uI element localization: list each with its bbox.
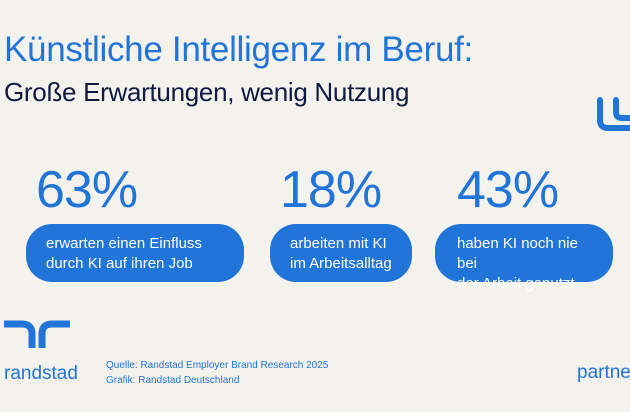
stat-label-line: haben KI noch nie bei xyxy=(457,235,578,272)
stat-value: 18% xyxy=(280,161,382,219)
randstad-logo-icon xyxy=(4,320,70,348)
stat-card-work-with-ai: 18% arbeiten mit KI im Arbeitsalltag xyxy=(270,164,412,282)
page-title: Künstliche Intelligenz im Beruf: xyxy=(4,30,473,69)
partner-label: partner xyxy=(577,362,630,383)
stat-label-line: durch KI auf ihren Job xyxy=(46,255,193,272)
source-note: Quelle: Randstad Employer Brand Research… xyxy=(106,358,328,388)
page-subtitle: Große Erwartungen, wenig Nutzung xyxy=(4,77,410,107)
brand-name: randstad xyxy=(4,363,78,384)
stat-card-never-used: 43% haben KI noch nie bei der Arbeit gen… xyxy=(435,161,613,292)
stat-pill: arbeiten mit KI im Arbeitsalltag xyxy=(270,224,412,282)
stat-label-line: erwarten einen Einfluss xyxy=(46,235,202,252)
graphic-credit-line: Grafik: Randstad Deutschland xyxy=(106,375,240,386)
source-line: Quelle: Randstad Employer Brand Research… xyxy=(106,360,329,371)
stat-pill: haben KI noch nie bei der Arbeit genutzt xyxy=(435,224,613,292)
stat-label-line: im Arbeitsalltag xyxy=(290,255,392,272)
stat-value: 43% xyxy=(457,161,559,219)
stat-value: 63% xyxy=(36,161,138,219)
stat-pill: erwarten einen Einfluss durch KI auf ihr… xyxy=(26,224,244,282)
stat-label-line: der Arbeit genutzt xyxy=(457,275,575,292)
stat-label-line: arbeiten mit KI xyxy=(290,235,387,252)
stat-card-expect-impact: 63% erwarten einen Einfluss durch KI auf… xyxy=(26,164,244,282)
chat-bubble-icon xyxy=(597,97,630,131)
